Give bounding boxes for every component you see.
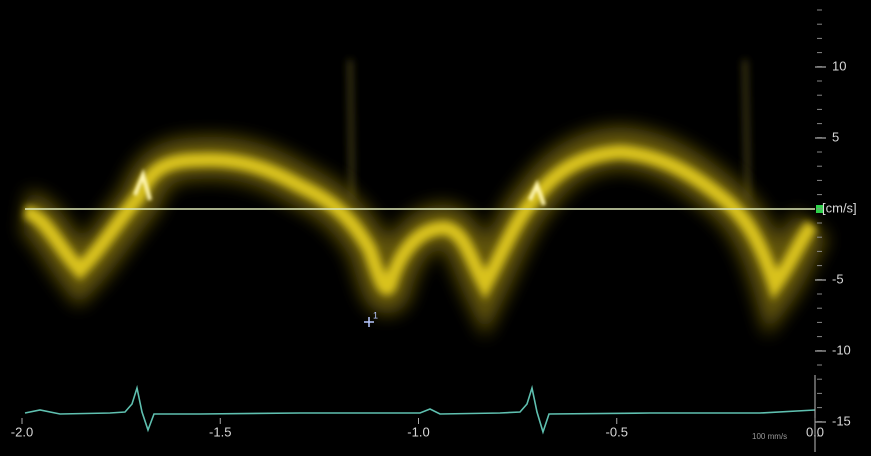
doppler-view: 1 [cm/s] 100 mm/s 10 5 -5 -10 -15 -2.0 -1.5 -1.… [0, 0, 871, 456]
y-tick-label: 10 [832, 58, 846, 73]
y-tick-label: 5 [832, 129, 839, 144]
y-tick-label: -15 [832, 413, 851, 428]
y-tick-label: -10 [832, 342, 851, 357]
y-unit: [cm/s] [822, 200, 857, 215]
x-tick-label: -1.0 [407, 424, 429, 439]
x-tick-label: -1.5 [209, 424, 231, 439]
cursor-label: 1 [373, 310, 378, 320]
page: 1 [cm/s] 100 mm/s 10 5 -5 -10 -15 -2.0 -1.5 -1.… [0, 0, 871, 456]
x-tick-label: -2.0 [11, 424, 33, 439]
sweep-speed: 100 mm/s [752, 432, 787, 441]
y-tick-label: -5 [832, 271, 844, 286]
x-tick-label: 0.0 [806, 424, 824, 439]
x-tick-label: -0.5 [606, 424, 628, 439]
